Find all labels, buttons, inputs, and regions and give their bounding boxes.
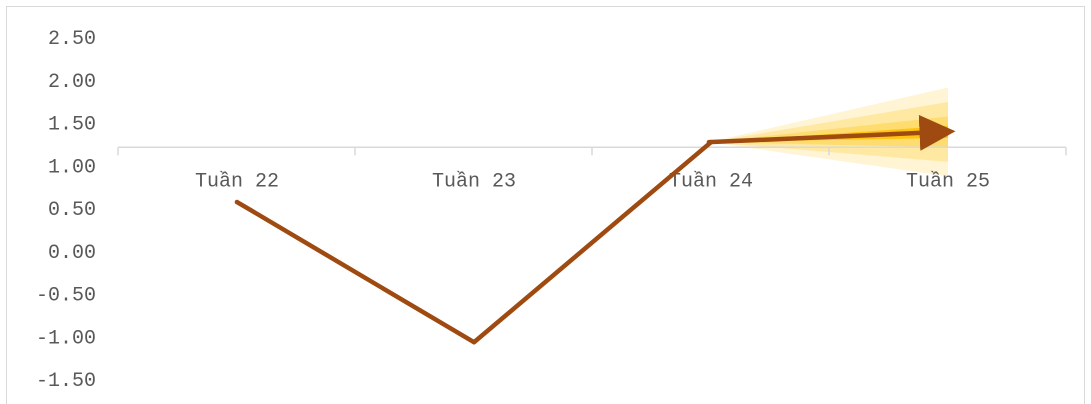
data-point xyxy=(945,129,951,135)
y-axis-tick-label: 0.50 xyxy=(48,199,96,222)
x-axis xyxy=(117,146,1067,156)
y-axis-tick-label: 1.00 xyxy=(48,156,96,179)
y-axis-tick-label: -1.50 xyxy=(36,370,96,393)
series-line-forecast-arrow xyxy=(706,114,956,151)
data-point xyxy=(234,199,240,205)
y-axis-tick-label: -1.00 xyxy=(36,327,96,350)
y-axis-tick-label: 0.00 xyxy=(48,242,96,265)
series-line xyxy=(234,114,956,345)
y-axis-tick-label: -0.50 xyxy=(36,285,96,308)
data-point xyxy=(471,340,477,345)
y-axis-tick-label: 2.00 xyxy=(48,71,96,94)
y-axis-tick-label: 2.50 xyxy=(48,28,96,51)
x-axis-tick-label: Tuần 22 xyxy=(195,170,279,193)
x-axis-tick-label: Tuần 24 xyxy=(669,170,753,193)
chart-frame xyxy=(6,6,1085,404)
x-axis-tick-label: Tuần 25 xyxy=(906,170,990,193)
x-axis-tick-label: Tuần 23 xyxy=(432,170,516,193)
x-axis-tick-labels: Tuần 22 Tuần 23 Tuần 24 Tuần 25 xyxy=(195,170,990,193)
y-axis-tick-labels: 2.50 2.00 1.50 1.00 0.50 0.00 -0.50 -1.00 -1.50 xyxy=(36,28,96,393)
data-point xyxy=(706,139,712,145)
y-axis-tick-label: 1.50 xyxy=(48,114,96,137)
